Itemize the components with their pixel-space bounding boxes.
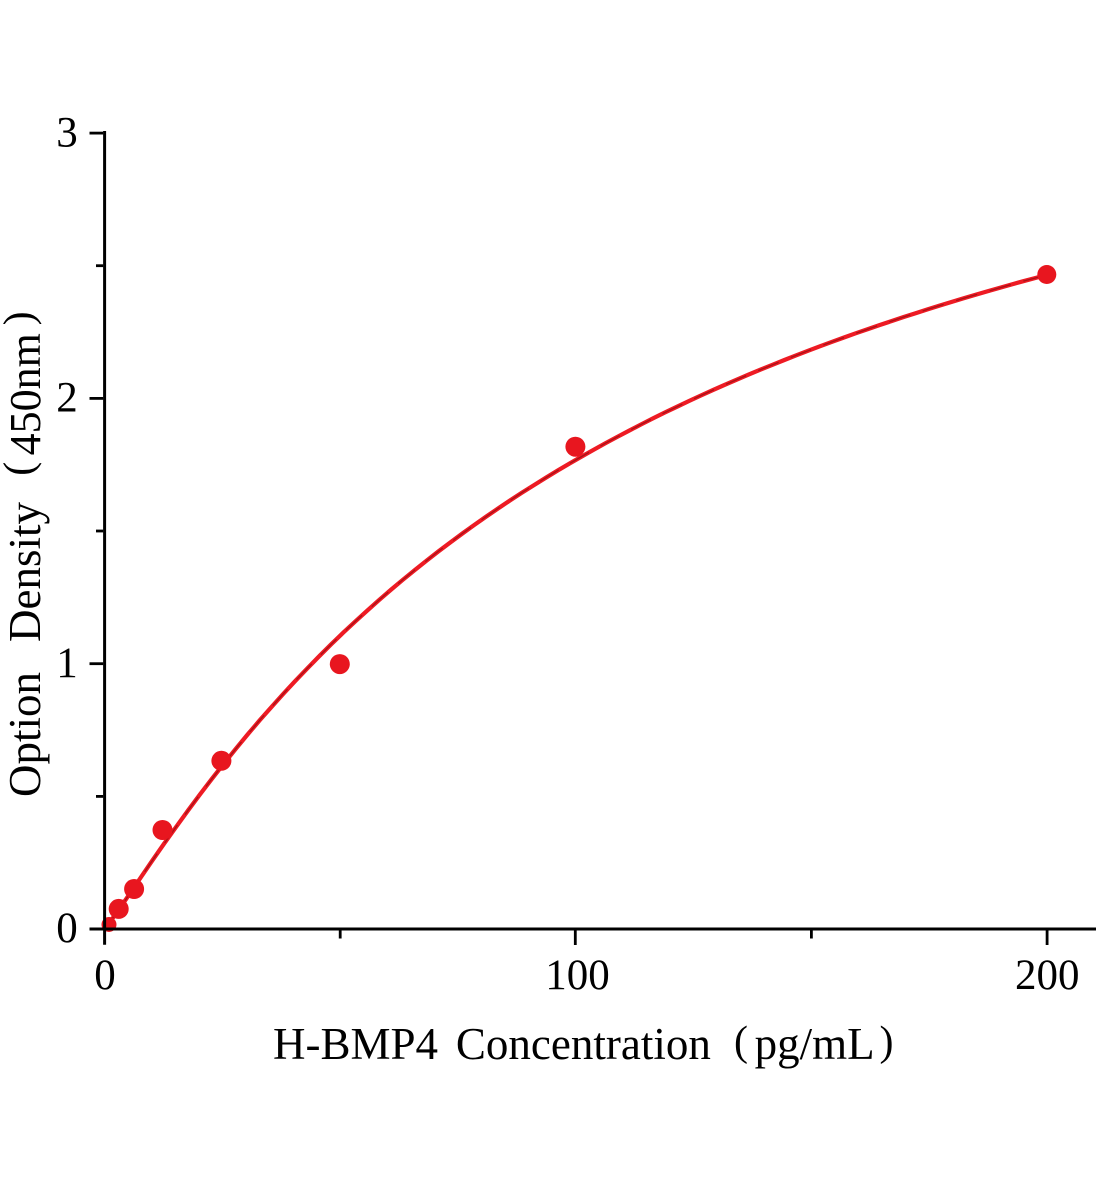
svg-text:): ) xyxy=(0,311,43,325)
svg-text:100: 100 xyxy=(545,952,610,999)
svg-text:200: 200 xyxy=(1015,952,1080,999)
svg-text:Density: Density xyxy=(0,502,50,642)
svg-text:Option: Option xyxy=(0,672,50,797)
svg-text:2: 2 xyxy=(56,375,78,422)
svg-text:Concentration: Concentration xyxy=(456,1019,711,1069)
svg-text:pg/mL: pg/mL xyxy=(755,1019,875,1069)
svg-text:450nm: 450nm xyxy=(1,333,50,455)
svg-text:1: 1 xyxy=(56,640,78,687)
svg-text:0: 0 xyxy=(56,905,78,952)
svg-text:H-BMP4: H-BMP4 xyxy=(273,1019,438,1069)
svg-text:(: ( xyxy=(734,1019,748,1065)
svg-text:): ) xyxy=(880,1019,894,1065)
svg-text:(: ( xyxy=(0,462,43,476)
svg-text:3: 3 xyxy=(56,109,78,156)
svg-text:0: 0 xyxy=(94,952,116,999)
